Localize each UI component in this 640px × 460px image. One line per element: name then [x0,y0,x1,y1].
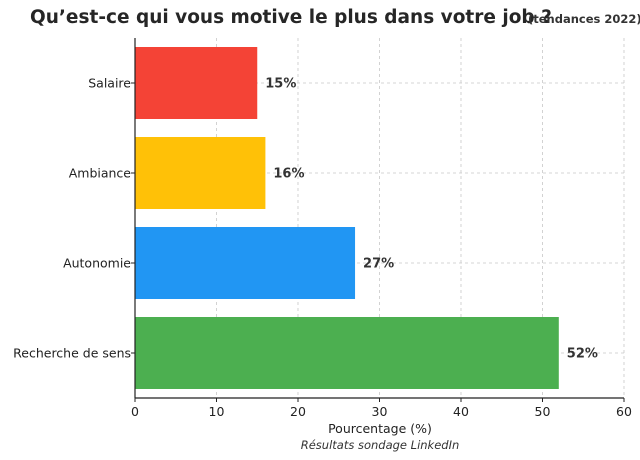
chart-subtitle: (tendances 2022) [528,12,640,26]
data-labels: 15% 16% 27% 52% [265,77,598,362]
bar-autonomie [135,227,356,299]
category-label: Autonomie [63,256,131,271]
data-label: 16% [273,167,304,182]
category-labels: Salaire Ambiance Autonomie Recherche de sen… [13,76,131,361]
category-label: Salaire [88,76,131,91]
x-tick-label: 40 [453,404,469,419]
bars-group [135,47,559,389]
x-tick-label: 10 [209,404,225,419]
category-label: Ambiance [69,166,132,181]
chart-caption: Résultats sondage LinkedIn [301,438,460,452]
chart-title: Qu’est-ce qui vous motive le plus dans v… [30,7,552,28]
bar-recherche-de-sens [135,317,559,389]
category-label: Recherche de sens [13,346,131,361]
x-tick-label: 0 [131,404,139,419]
data-label: 15% [265,77,296,92]
bar-ambiance [135,137,266,209]
x-tick-label: 60 [616,404,632,419]
data-label: 27% [363,257,394,272]
x-axis-title: Pourcentage (%) [328,421,432,436]
x-tick-label: 30 [372,404,388,419]
bar-salaire [135,47,258,119]
axes [131,38,625,402]
x-tick-labels: 0 10 20 30 40 50 60 [131,404,632,419]
data-label: 52% [567,347,598,362]
x-tick-label: 50 [535,404,551,419]
x-tick-label: 20 [290,404,306,419]
